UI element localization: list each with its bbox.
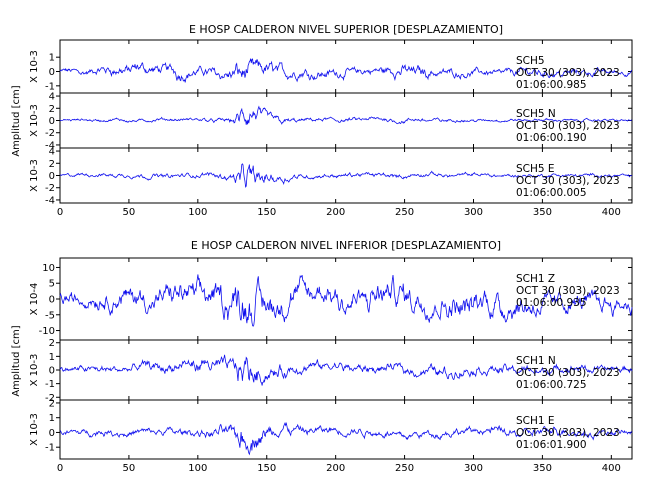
- x-tick-label: 350: [533, 207, 552, 218]
- y-tick-label: -1: [45, 443, 55, 454]
- y-tick-label: -1: [45, 379, 55, 390]
- y-tick-label: 2: [49, 398, 55, 409]
- trace-line: [59, 354, 633, 386]
- y-tick-label: -4: [45, 195, 55, 206]
- y-tick-label: 2: [49, 338, 55, 349]
- station-label: SCH1 E: [516, 415, 555, 427]
- y-tick-label: 0: [49, 295, 55, 306]
- scale-label: X 10-4: [29, 283, 40, 316]
- x-tick-label: 350: [533, 463, 552, 474]
- x-tick-label: 300: [464, 207, 483, 218]
- scale-label: X 10-3: [29, 413, 40, 446]
- y-tick-label: -10: [39, 326, 55, 337]
- x-tick-label: 0: [57, 463, 63, 474]
- y-tick-label: 0: [49, 171, 55, 182]
- station-label: SCH1 N: [516, 355, 556, 367]
- y-tick-label: 1: [49, 413, 55, 424]
- x-tick-label: 250: [395, 207, 414, 218]
- x-tick-label: 100: [188, 207, 207, 218]
- time-label: 01:06:00.725: [516, 379, 587, 391]
- x-tick-label: 250: [395, 463, 414, 474]
- time-label: 01:06:00.935: [516, 297, 587, 309]
- station-label: SCH5 N: [516, 108, 556, 120]
- trace-line: [59, 58, 632, 83]
- x-tick-label: 300: [464, 463, 483, 474]
- date-label: OCT 30 (303), 2023: [516, 67, 620, 79]
- upper-chart: E HOSP CALDERON NIVEL SUPERIOR [DESPLAZA…: [11, 23, 633, 218]
- y-tick-label: 2: [49, 104, 55, 115]
- chart-title: E HOSP CALDERON NIVEL SUPERIOR [DESPLAZA…: [189, 23, 503, 36]
- scale-label: X 10-3: [29, 104, 40, 137]
- y-tick-label: 2: [49, 159, 55, 170]
- trace-line: [59, 163, 633, 188]
- x-tick-label: 0: [57, 207, 63, 218]
- scale-label: X 10-3: [29, 50, 40, 83]
- trace-line: [59, 274, 633, 327]
- y-tick-label: 1: [49, 53, 55, 64]
- x-tick-label: 400: [602, 207, 621, 218]
- station-label: SCH1 Z: [516, 273, 555, 285]
- time-label: 01:06:00.985: [516, 79, 587, 91]
- y-tick-label: -5: [45, 310, 55, 321]
- date-label: OCT 30 (303), 2023: [516, 427, 620, 439]
- x-tick-label: 150: [257, 463, 276, 474]
- lower-chart: E HOSP CALDERON NIVEL INFERIOR [DESPLAZA…: [11, 239, 633, 474]
- date-label: OCT 30 (303), 2023: [516, 285, 620, 297]
- station-label: SCH5 E: [516, 163, 555, 175]
- y-axis-label: Amplitud [cm]: [11, 85, 22, 156]
- y-tick-label: 0: [49, 67, 55, 78]
- y-tick-label: 4: [49, 147, 55, 158]
- y-tick-label: -1: [45, 81, 55, 92]
- y-tick-label: -2: [45, 393, 55, 404]
- panel-frame: [59, 399, 633, 460]
- y-tick-label: -2: [45, 128, 55, 139]
- x-tick-label: 200: [326, 463, 345, 474]
- date-label: OCT 30 (303), 2023: [516, 367, 620, 379]
- x-tick-label: 100: [188, 463, 207, 474]
- scale-label: X 10-3: [29, 159, 40, 192]
- time-label: 01:06:01.900: [516, 439, 587, 451]
- x-tick-label: 400: [602, 463, 621, 474]
- y-tick-label: 5: [49, 279, 55, 290]
- scale-label: X 10-3: [29, 354, 40, 387]
- x-tick-label: 50: [123, 207, 136, 218]
- x-tick-label: 150: [257, 207, 276, 218]
- station-label: SCH5: [516, 55, 545, 67]
- y-tick-label: 4: [49, 92, 55, 103]
- trace-line: [59, 421, 633, 456]
- y-tick-label: 1: [49, 352, 55, 363]
- trace-line: [59, 105, 633, 125]
- date-label: OCT 30 (303), 2023: [516, 175, 620, 187]
- y-tick-label: -4: [45, 140, 55, 151]
- date-label: OCT 30 (303), 2023: [516, 120, 620, 132]
- y-tick-label: -2: [45, 183, 55, 194]
- y-axis-label: Amplitud [cm]: [11, 325, 22, 396]
- y-tick-label: 0: [49, 366, 55, 377]
- y-tick-label: 0: [49, 116, 55, 127]
- x-tick-label: 200: [326, 207, 345, 218]
- x-tick-label: 50: [123, 463, 136, 474]
- time-label: 01:06:00.190: [516, 132, 587, 144]
- chart-title: E HOSP CALDERON NIVEL INFERIOR [DESPLAZA…: [191, 239, 501, 252]
- y-tick-label: 10: [42, 263, 55, 274]
- y-tick-label: 0: [49, 428, 55, 439]
- time-label: 01:06:00.005: [516, 187, 587, 199]
